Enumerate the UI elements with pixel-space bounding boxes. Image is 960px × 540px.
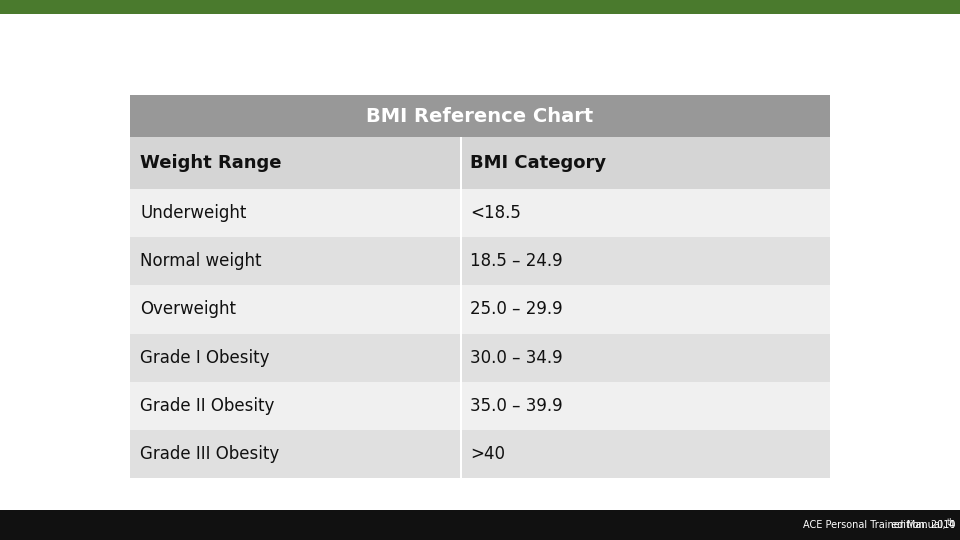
Bar [460,382,462,430]
Text: Overweight: Overweight [140,300,236,319]
Text: th: th [947,518,955,526]
Text: >40: >40 [470,445,505,463]
Text: 35.0 – 39.9: 35.0 – 39.9 [470,397,563,415]
Bar [130,285,830,334]
Text: 30.0 – 34.9: 30.0 – 34.9 [470,349,563,367]
Text: edition. 2010: edition. 2010 [887,520,955,530]
Text: Grade II Obesity: Grade II Obesity [140,397,275,415]
Bar [460,237,462,285]
Bar [130,237,830,285]
Bar [460,137,462,189]
Bar [460,285,462,334]
Text: Grade III Obesity: Grade III Obesity [140,445,279,463]
Bar [460,334,462,382]
Text: <18.5: <18.5 [470,204,521,222]
Bar [130,430,830,478]
Text: Grade I Obesity: Grade I Obesity [140,349,270,367]
Text: 18.5 – 24.9: 18.5 – 24.9 [470,252,563,270]
Bar [130,334,830,382]
Bar [130,382,830,430]
Bar [460,189,462,237]
Text: BMI Category: BMI Category [470,154,606,172]
Text: ACE Personal Trainer Manual, 4: ACE Personal Trainer Manual, 4 [803,520,955,530]
Bar [130,189,830,237]
Bar [460,430,462,478]
Bar [130,95,830,137]
Text: Weight Range: Weight Range [140,154,281,172]
Bar [0,510,960,540]
Text: Underweight: Underweight [140,204,247,222]
Bar [0,0,960,14]
Text: BMI Reference Chart: BMI Reference Chart [367,106,593,125]
Bar [130,137,830,189]
Text: Normal weight: Normal weight [140,252,261,270]
Text: 25.0 – 29.9: 25.0 – 29.9 [470,300,563,319]
